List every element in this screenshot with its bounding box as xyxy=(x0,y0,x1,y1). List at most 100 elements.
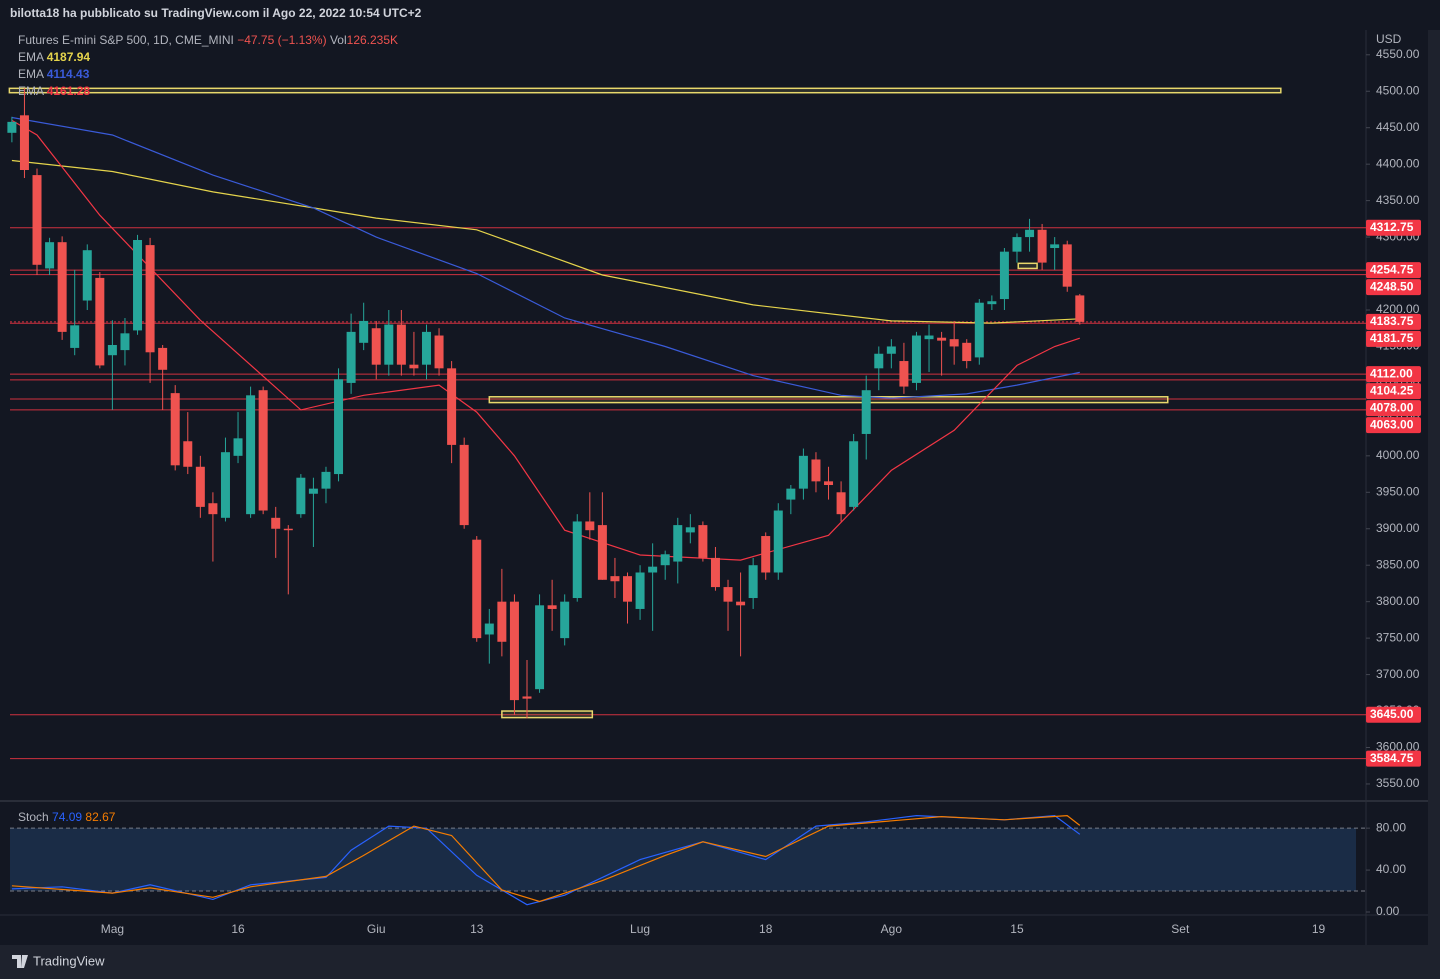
candle-body xyxy=(849,441,859,507)
candle-body xyxy=(19,115,29,170)
stoch-line xyxy=(11,814,1081,903)
candle-body xyxy=(396,324,406,365)
candle-body xyxy=(371,328,381,365)
candle-body xyxy=(874,353,884,369)
level-label: 4254.75 xyxy=(1370,262,1414,276)
candle-body xyxy=(233,438,243,456)
y-tick-label: 3800.00 xyxy=(1376,594,1420,608)
level-label: 4183.75 xyxy=(1370,314,1414,328)
candle-body xyxy=(560,601,570,639)
y-tick-label: 4400.00 xyxy=(1376,156,1420,170)
candle-body xyxy=(459,444,469,526)
y-tick-label: 4000.00 xyxy=(1376,448,1420,462)
candle-body xyxy=(283,528,293,531)
stoch-value: 74.09 xyxy=(52,810,82,824)
candle-body xyxy=(296,477,306,515)
level-badge xyxy=(1366,706,1421,723)
candle-body xyxy=(786,488,796,500)
labels: 4550.004500.004450.004400.004350.004300.… xyxy=(101,32,1421,936)
candle-body xyxy=(208,503,218,515)
level-badge xyxy=(1366,262,1421,279)
level-badge xyxy=(1366,330,1421,347)
candle-body xyxy=(484,623,494,635)
zone xyxy=(488,396,1169,404)
candle-body xyxy=(1025,229,1035,238)
candle-body xyxy=(107,345,117,356)
symbol-title: Futures E-mini S&P 500, 1D, CME_MINI xyxy=(18,33,234,47)
candle-body xyxy=(472,539,482,639)
ema-legend: EMA 4114.43 xyxy=(18,67,90,81)
x-tick-label: Set xyxy=(1171,922,1190,936)
ema-value: 4187.94 xyxy=(47,50,91,64)
candle-body xyxy=(987,301,997,305)
candle-body xyxy=(798,455,808,489)
candle-body xyxy=(158,347,168,370)
candle-body xyxy=(447,368,457,445)
candle-body xyxy=(120,333,130,351)
candle-body xyxy=(623,576,633,602)
y-tick-label: 3950.00 xyxy=(1376,484,1420,498)
ema-value: 4114.43 xyxy=(47,67,90,81)
stoch-legend: Stoch 74.09 82.67 xyxy=(18,810,116,824)
y-tick-label: 4500.00 xyxy=(1376,83,1420,97)
level-label: 4312.75 xyxy=(1370,220,1414,234)
level-badge xyxy=(1366,750,1421,767)
candle-body xyxy=(258,390,268,511)
chart-area xyxy=(0,30,1428,945)
candle-body xyxy=(660,554,670,566)
candle-body xyxy=(497,601,507,642)
brand-logo xyxy=(12,955,28,968)
x-tick-label: Giu xyxy=(367,922,386,936)
y-tick-label: 3550.00 xyxy=(1376,776,1420,790)
x-tick-label: 13 xyxy=(470,922,484,936)
x-tick-label: 18 xyxy=(759,922,773,936)
zone xyxy=(501,710,594,719)
candle-body xyxy=(1050,244,1060,249)
stoch-value: 82.67 xyxy=(85,810,115,824)
candle-body xyxy=(57,242,67,332)
ema-line xyxy=(11,159,1080,324)
level-badge xyxy=(1366,279,1421,296)
ema-legend: EMA 4161.28 xyxy=(18,84,90,98)
y-tick-label: 0.00 xyxy=(1376,904,1400,918)
x-tick-label: 19 xyxy=(1312,922,1326,936)
y-tick-label: 3700.00 xyxy=(1376,667,1420,681)
candle-body xyxy=(95,277,105,366)
y-tick-label: 3900.00 xyxy=(1376,521,1420,535)
candle-body xyxy=(45,242,55,269)
zone xyxy=(8,87,1282,94)
candle-body xyxy=(736,601,746,606)
candle-body xyxy=(824,481,834,485)
y-tick-label: 3850.00 xyxy=(1376,557,1420,571)
volume-value: 126.235K xyxy=(347,33,398,47)
level-badge xyxy=(1366,366,1421,383)
header-title: bilotta18 ha pubblicato su TradingView.c… xyxy=(10,6,422,20)
level-badge xyxy=(1366,313,1421,330)
y-tick-label: 4550.00 xyxy=(1376,47,1420,61)
candle-body xyxy=(648,566,658,573)
x-tick-label: 15 xyxy=(1010,922,1024,936)
candle-body xyxy=(32,175,42,265)
x-tick-label: Lug xyxy=(630,922,650,936)
candle-body xyxy=(610,576,620,582)
candle-body xyxy=(535,605,545,690)
candle-body xyxy=(1037,229,1047,263)
candle-body xyxy=(547,605,557,609)
ema-name: EMA xyxy=(18,50,44,64)
candle-body xyxy=(321,471,331,489)
candle-body xyxy=(886,346,896,354)
y-tick-label: 4350.00 xyxy=(1376,193,1420,207)
candle-body xyxy=(698,525,708,558)
level-badge xyxy=(1366,219,1421,236)
candle-body xyxy=(999,251,1009,300)
candle-body xyxy=(346,331,356,383)
level-label: 4104.25 xyxy=(1370,383,1414,397)
candle-body xyxy=(585,521,595,531)
y-tick-label: 4450.00 xyxy=(1376,120,1420,134)
level-label: 3645.00 xyxy=(1370,707,1414,721)
price-change: −47.75 (−1.13%) xyxy=(237,33,326,47)
candle-body xyxy=(962,342,972,362)
candle-body xyxy=(170,393,180,466)
level-label: 4181.75 xyxy=(1370,331,1414,345)
candle-body xyxy=(384,324,394,365)
